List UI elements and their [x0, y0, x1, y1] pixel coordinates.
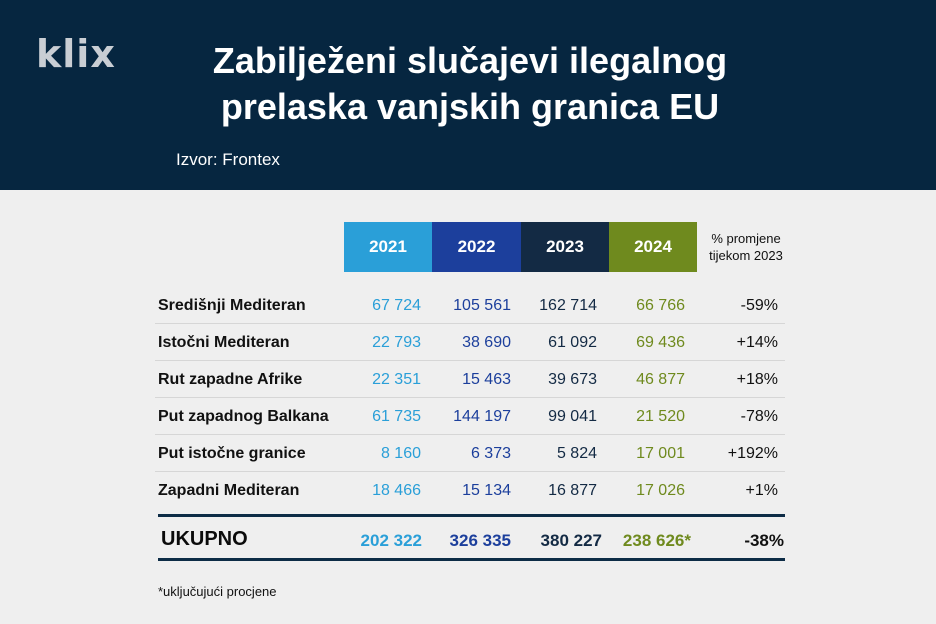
- value-2024: 46 877: [636, 371, 685, 388]
- page-title: Zabilježeni slučajevi ilegalnog prelaska…: [160, 38, 780, 130]
- change-value: +18%: [736, 371, 778, 388]
- row-divider: [155, 323, 785, 324]
- value-2022: 15 134: [462, 482, 511, 499]
- title-line-1: Zabilježeni slučajevi ilegalnog: [212, 40, 728, 81]
- value-2022: 15 463: [462, 371, 511, 388]
- footnote: *uključujući procjene: [158, 584, 277, 599]
- route-label: Središnji Mediteran: [158, 297, 306, 314]
- value-2024: 66 766: [636, 297, 685, 314]
- brand-logo: klix: [36, 32, 116, 76]
- route-label: Rut zapadne Afrike: [158, 371, 303, 388]
- value-2024: 17 001: [636, 445, 685, 462]
- value-2022: 144 197: [453, 408, 511, 425]
- value-2023: 61 092: [548, 334, 597, 351]
- table-row: Istočni Mediteran 22 793 38 690 61 092 6…: [155, 324, 785, 361]
- value-2022: 105 561: [453, 297, 511, 314]
- change-value: +192%: [727, 445, 778, 462]
- value-2023: 162 714: [539, 297, 597, 314]
- route-label: Put istočne granice: [158, 445, 306, 462]
- value-2024: 21 520: [636, 408, 685, 425]
- table-row: Središnji Mediteran 67 724 105 561 162 7…: [155, 287, 785, 324]
- change-value: +1%: [745, 482, 778, 499]
- total-2021: 202 322: [360, 531, 422, 550]
- value-2024: 17 026: [636, 482, 685, 499]
- value-2023: 16 877: [548, 482, 597, 499]
- year-header-2021: 2021: [344, 222, 432, 272]
- total-bottom-rule: [158, 558, 785, 561]
- total-label: UKUPNO: [161, 528, 248, 550]
- year-header-2024: 2024: [609, 222, 697, 272]
- change-header: % promjene tijekom 2023: [700, 230, 792, 264]
- change-value: +14%: [736, 334, 778, 351]
- value-2023: 39 673: [548, 371, 597, 388]
- title-line-2: prelaska vanjskih granica EU: [220, 86, 720, 127]
- row-divider: [155, 471, 785, 472]
- value-2023: 5 824: [556, 445, 597, 462]
- value-2021: 18 466: [372, 482, 421, 499]
- total-2023: 380 227: [540, 531, 602, 550]
- change-header-line-2: tijekom 2023: [709, 248, 783, 263]
- total-top-rule: [158, 514, 785, 517]
- year-header-2022: 2022: [432, 222, 521, 272]
- route-label: Zapadni Mediteran: [158, 482, 300, 499]
- value-2021: 22 351: [372, 371, 421, 388]
- year-header-2023: 2023: [521, 222, 609, 272]
- change-value: -78%: [740, 408, 778, 425]
- route-label: Istočni Mediteran: [158, 334, 290, 351]
- table-row: Zapadni Mediteran 18 466 15 134 16 877 1…: [155, 472, 785, 509]
- total-change: -38%: [744, 531, 784, 550]
- row-divider: [155, 397, 785, 398]
- change-value: -59%: [740, 297, 778, 314]
- value-2022: 6 373: [470, 445, 511, 462]
- value-2021: 67 724: [372, 297, 421, 314]
- row-divider: [155, 434, 785, 435]
- value-2024: 69 436: [636, 334, 685, 351]
- change-header-line-1: % promjene: [711, 231, 781, 246]
- table-row: Put istočne granice 8 160 6 373 5 824 17…: [155, 435, 785, 472]
- value-2021: 22 793: [372, 334, 421, 351]
- header-banner: klix Zabilježeni slučajevi ilegalnog pre…: [0, 0, 936, 190]
- value-2021: 8 160: [380, 445, 421, 462]
- value-2023: 99 041: [548, 408, 597, 425]
- table-row: Rut zapadne Afrike 22 351 15 463 39 673 …: [155, 361, 785, 398]
- row-divider: [155, 360, 785, 361]
- value-2022: 38 690: [462, 334, 511, 351]
- route-label: Put zapadnog Balkana: [158, 408, 329, 425]
- source-note: Izvor: Frontex: [176, 150, 280, 169]
- total-2024: 238 626*: [622, 531, 691, 550]
- value-2021: 61 735: [372, 408, 421, 425]
- table-row: Put zapadnog Balkana 61 735 144 197 99 0…: [155, 398, 785, 435]
- total-2022: 326 335: [449, 531, 511, 550]
